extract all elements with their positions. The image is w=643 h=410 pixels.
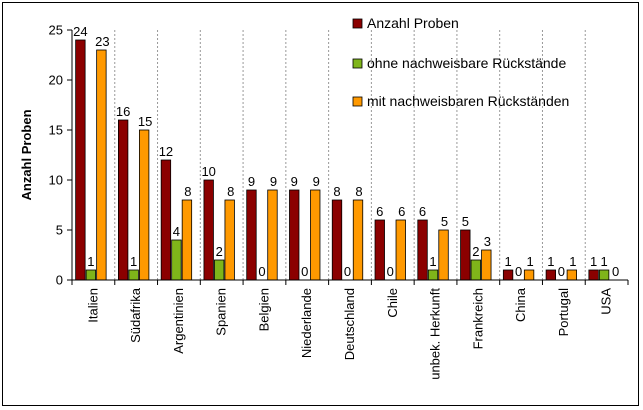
data-label: 2 [472,244,479,259]
data-label: 6 [376,204,383,219]
y-tick-label: 0 [56,273,63,288]
bar-3 [481,249,492,281]
data-label: 9 [291,174,298,189]
data-label: 1 [547,254,554,269]
data-label: 1 [569,254,576,269]
bar-1 [289,189,300,281]
x-category-label: Südafrika [128,287,143,343]
bar-1 [460,229,471,281]
data-label: 1 [504,254,511,269]
x-category-label: USA [599,288,614,315]
bar-2 [85,269,97,281]
data-label: 1 [600,254,607,269]
data-label: 10 [201,164,215,179]
data-label: 8 [227,184,234,199]
data-label: 9 [270,174,277,189]
data-label: 23 [95,34,109,49]
bar-2 [427,269,439,281]
data-label: 0 [612,264,619,279]
bar-1 [331,199,343,281]
x-category-label: Argentinien [171,288,186,354]
y-tick-label: 5 [56,223,63,238]
x-category-label: Chile [385,288,400,318]
bar-3 [395,219,406,281]
bar-1 [246,189,257,281]
data-label: 1 [590,254,597,269]
x-category-label: Portugal [556,288,571,337]
bar-1 [75,39,86,281]
data-label: 8 [355,184,362,199]
bar-3 [438,229,449,281]
data-label: 1 [429,254,436,269]
bar-1 [374,219,385,281]
x-category-label: Belgien [256,288,271,331]
data-label: 0 [558,264,565,279]
bar-3 [352,199,364,281]
bar-1 [160,159,172,281]
data-label: 8 [184,184,191,199]
bar-1 [545,269,556,281]
data-label: 6 [398,204,405,219]
bar-2 [470,259,481,281]
x-category-label: China [513,287,528,322]
data-label: 2 [216,244,223,259]
data-label: 24 [73,24,87,39]
legend-label: Anzahl Proben [367,15,459,31]
bar-3 [139,129,150,281]
data-label: 16 [116,104,130,119]
legend-label: mit nachweisbaren Rückständen [367,93,569,109]
legend-swatch [352,58,363,69]
x-category-label: Italien [85,288,100,323]
x-category-label: Deutschland [342,288,357,360]
x-category-label: Niederlande [299,288,314,358]
legend-swatch [352,96,363,107]
bar-1 [118,119,129,281]
chart-frame [2,2,639,406]
y-tick-label: 15 [49,123,63,138]
data-label: 0 [515,264,522,279]
data-label: 4 [173,224,180,239]
legend-swatch [352,18,363,29]
bar-3 [224,199,235,281]
x-category-label: Spanien [214,288,229,336]
bar-2 [214,259,225,281]
data-label: 1 [87,254,94,269]
bar-1 [417,219,428,281]
y-axis-title: Anzahl Proben [19,109,34,200]
data-label: 0 [258,264,265,279]
x-category-label: Frankreich [470,288,485,349]
x-category-label: unbek. Herkunft [428,288,443,380]
bar-2 [598,269,610,281]
bar-1 [588,269,599,281]
y-tick-label: 10 [49,173,63,188]
data-label: 6 [419,204,426,219]
bar-3 [181,199,193,281]
data-label: 15 [138,114,152,129]
y-tick-label: 20 [49,73,63,88]
data-label: 0 [301,264,308,279]
data-label: 1 [526,254,533,269]
data-label: 12 [159,144,173,159]
bar-1 [203,179,214,281]
bar-2 [171,239,182,281]
y-tick-label: 25 [49,23,63,38]
data-label: 5 [441,214,448,229]
bar-3 [267,189,278,281]
data-label: 3 [484,234,491,249]
bar-3 [566,269,577,281]
data-label: 9 [248,174,255,189]
bar-2 [128,269,139,281]
bar-1 [502,269,514,281]
data-label: 0 [344,264,351,279]
bar-3 [310,189,321,281]
data-label: 1 [130,254,137,269]
data-label: 0 [387,264,394,279]
data-label: 9 [313,174,320,189]
bar-3 [96,49,107,281]
data-label: 5 [462,214,469,229]
data-label: 8 [333,184,340,199]
bar-3 [523,269,535,281]
legend-label: ohne nachweisbare Rückstände [367,55,566,71]
